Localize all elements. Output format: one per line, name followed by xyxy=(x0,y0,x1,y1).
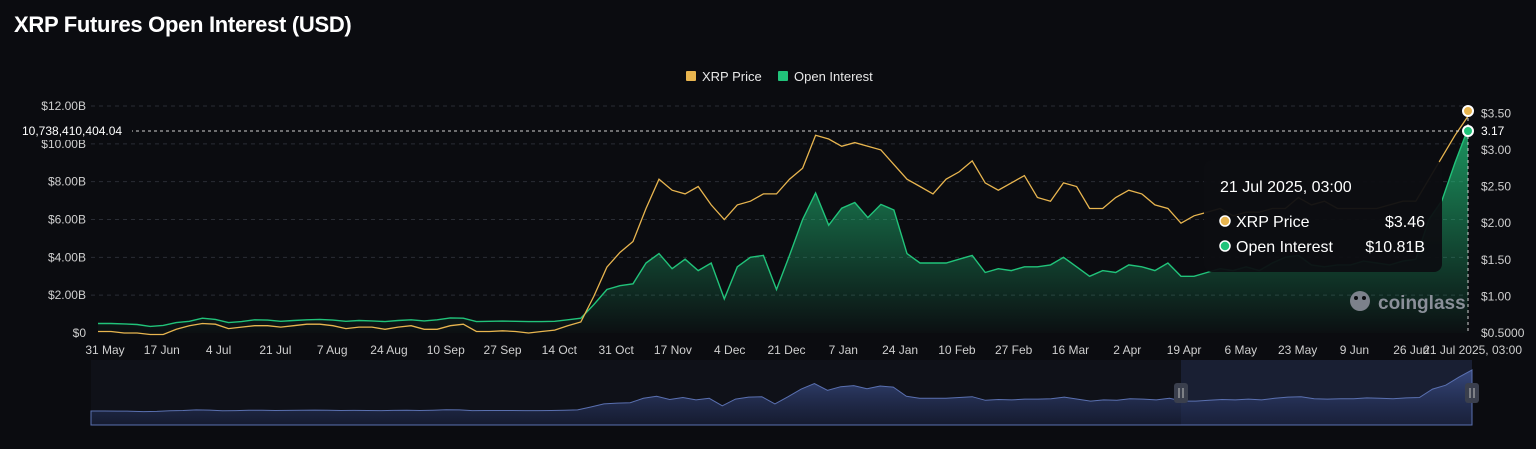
y-right-tick-label: $3.50 xyxy=(1481,106,1511,120)
open-interest-area xyxy=(98,128,1468,333)
y-right-tick-label: $1.50 xyxy=(1481,253,1511,267)
legend-swatch-oi xyxy=(778,71,788,81)
coinglass-logo-icon xyxy=(1350,291,1370,311)
y-right-tick-label: $1.00 xyxy=(1481,289,1511,303)
price-marker xyxy=(1462,105,1474,117)
x-tick-label: 31 May xyxy=(85,343,124,357)
tooltip-oi-value: $10.81B xyxy=(1365,239,1425,256)
coinglass-watermark: coinglass xyxy=(1350,291,1466,314)
tooltip-price-value: $3.46 xyxy=(1385,214,1425,231)
navigator-handle-right[interactable] xyxy=(1465,383,1479,403)
chart-title: XRP Futures Open Interest (USD) xyxy=(14,12,352,37)
tooltip-box xyxy=(1204,160,1442,272)
x-tick-label: 27 Feb xyxy=(995,343,1033,357)
tooltip-oi-dot xyxy=(1219,240,1231,252)
x-tick-label: 2 Apr xyxy=(1113,343,1141,357)
x-axis: 31 May 17 Jun 4 Jul 21 Jul 7 Aug 24 Aug 10 Sep… xyxy=(85,343,1522,357)
navigator[interactable] xyxy=(90,360,1479,426)
x-tick-label: 7 Jan xyxy=(829,343,858,357)
navigator-series xyxy=(90,369,1473,426)
navigator-handle-left[interactable] xyxy=(1174,383,1188,403)
crosshair-right-label: 3.17 xyxy=(1481,124,1505,138)
y-axis-left: $0 $2.00B $4.00B $6.00B $8.00B $10.00B $12.00B xyxy=(41,99,86,340)
x-tick-label: 10 Feb xyxy=(938,343,976,357)
y-right-tick-label: $3.00 xyxy=(1481,143,1511,157)
y-right-tick-label: $2.00 xyxy=(1481,216,1511,230)
legend-item-open-interest[interactable]: Open Interest xyxy=(778,69,873,84)
tooltip-price-dot xyxy=(1219,215,1231,227)
x-tick-label: 31 Oct xyxy=(598,343,634,357)
legend-item-xrp-price[interactable]: XRP Price xyxy=(686,69,762,84)
x-tick-label: 21 Jul xyxy=(259,343,291,357)
legend-swatch-price xyxy=(686,71,696,81)
oi-marker xyxy=(1462,125,1474,137)
tooltip-oi-label: Open Interest xyxy=(1236,239,1334,256)
y-axis-right: $0.5000 $1.00 $1.50 $2.00 $2.50 $3.00 $3.50 xyxy=(1481,106,1525,340)
x-tick-label: 9 Jun xyxy=(1340,343,1369,357)
legend[interactable]: XRP Price Open Interest xyxy=(686,69,873,84)
tooltip-price-label: XRP Price xyxy=(1236,214,1310,231)
y-left-tick-label: $2.00B xyxy=(48,288,86,302)
legend-label-oi: Open Interest xyxy=(794,69,873,84)
x-tick-label: 7 Aug xyxy=(317,343,348,357)
y-left-tick-label: $6.00B xyxy=(48,213,86,227)
y-left-tick-label: $8.00B xyxy=(48,175,86,189)
x-tick-label: 19 Apr xyxy=(1167,343,1202,357)
x-tick-label: 4 Dec xyxy=(714,343,745,357)
x-tick-label: 21 Dec xyxy=(767,343,805,357)
x-tick-label: 16 Mar xyxy=(1052,343,1089,357)
y-right-tick-label: $0.5000 xyxy=(1481,326,1525,340)
y-right-tick-label: $2.50 xyxy=(1481,180,1511,194)
tooltip-date: 21 Jul 2025, 03:00 xyxy=(1220,179,1352,196)
x-tick-label: 14 Oct xyxy=(542,343,578,357)
crosshair-left-label: 10,738,410,404.04 xyxy=(22,124,122,138)
coinglass-brand-text: coinglass xyxy=(1378,293,1466,314)
y-left-tick-label: $0 xyxy=(73,326,87,340)
x-tick-label: 6 May xyxy=(1224,343,1257,357)
tooltip: 21 Jul 2025, 03:00 XRP Price $3.46 Open … xyxy=(1204,160,1442,272)
x-tick-label: 17 Nov xyxy=(654,343,692,357)
crosshair-right-label-bg xyxy=(1476,122,1524,140)
x-tick-label: 4 Jul xyxy=(206,343,231,357)
x-tick-label: 24 Aug xyxy=(370,343,407,357)
crosshair-left-label-bg xyxy=(14,122,132,140)
legend-label-price: XRP Price xyxy=(702,69,762,84)
x-tick-label: 10 Sep xyxy=(427,343,465,357)
y-left-tick-label: $12.00B xyxy=(41,99,86,113)
x-tick-label: 21 Jul 2025, 03:00 xyxy=(1423,343,1522,357)
x-tick-label: 24 Jan xyxy=(882,343,918,357)
x-tick-label: 23 May xyxy=(1278,343,1317,357)
y-left-tick-label: $10.00B xyxy=(41,137,86,151)
x-tick-label: 17 Jun xyxy=(144,343,180,357)
y-left-tick-label: $4.00B xyxy=(48,250,86,264)
x-tick-label: 27 Sep xyxy=(484,343,522,357)
x-tick-label: 26 Jun xyxy=(1393,343,1429,357)
